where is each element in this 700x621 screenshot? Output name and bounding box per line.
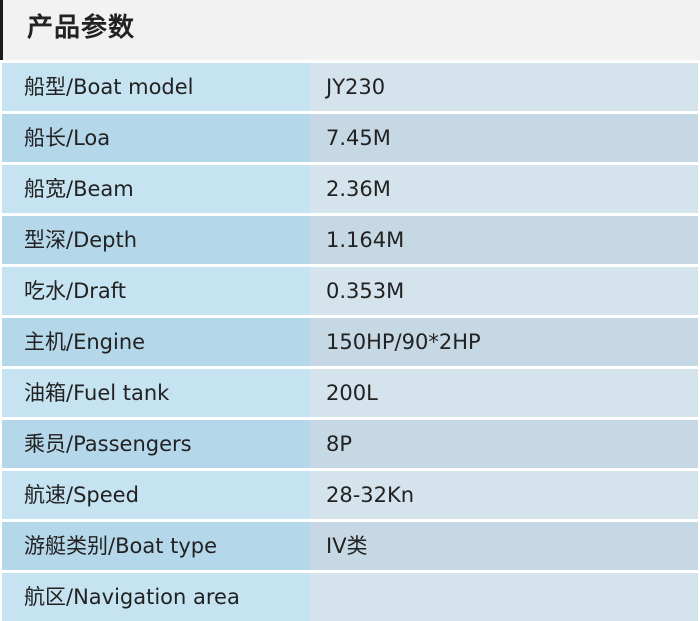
spec-value: 200L — [310, 369, 698, 417]
spec-row-draft: 吃水/Draft 0.353M — [0, 267, 700, 315]
spec-value: 2.36M — [310, 165, 698, 213]
spec-row-boat-type: 游艇类别/Boat type IV类 — [0, 522, 700, 570]
spec-label: 型深/Depth — [2, 216, 310, 264]
spec-label: 船长/Loa — [2, 114, 310, 162]
spec-row-speed: 航速/Speed 28-32Kn — [0, 471, 700, 519]
spec-value: JY230 — [310, 63, 698, 111]
spec-label: 船型/Boat model — [2, 63, 310, 111]
spec-row-fuel-tank: 油箱/Fuel tank 200L — [0, 369, 700, 417]
spec-value: 7.45M — [310, 114, 698, 162]
spec-label: 乘员/Passengers — [2, 420, 310, 468]
spec-value: 150HP/90*2HP — [310, 318, 698, 366]
spec-row-loa: 船长/Loa 7.45M — [0, 114, 700, 162]
spec-row-navigation-area: 航区/Navigation area — [0, 573, 700, 621]
section-header: 产品参数 — [0, 0, 700, 60]
spec-row-boat-model: 船型/Boat model JY230 — [0, 63, 700, 111]
spec-row-passengers: 乘员/Passengers 8P — [0, 420, 700, 468]
spec-label: 主机/Engine — [2, 318, 310, 366]
spec-value: 8P — [310, 420, 698, 468]
spec-value: IV类 — [310, 522, 698, 570]
spec-label: 吃水/Draft — [2, 267, 310, 315]
spec-value: 1.164M — [310, 216, 698, 264]
spec-label: 游艇类别/Boat type — [2, 522, 310, 570]
spec-label: 油箱/Fuel tank — [2, 369, 310, 417]
spec-row-engine: 主机/Engine 150HP/90*2HP — [0, 318, 700, 366]
spec-label: 航速/Speed — [2, 471, 310, 519]
spec-label: 航区/Navigation area — [2, 573, 310, 621]
spec-value — [310, 573, 698, 621]
spec-row-depth: 型深/Depth 1.164M — [0, 216, 700, 264]
spec-value: 28-32Kn — [310, 471, 698, 519]
section-title: 产品参数 — [27, 13, 136, 43]
spec-value: 0.353M — [310, 267, 698, 315]
spec-table: 船型/Boat model JY230 船长/Loa 7.45M 船宽/Beam… — [0, 63, 700, 621]
spec-row-beam: 船宽/Beam 2.36M — [0, 165, 700, 213]
spec-label: 船宽/Beam — [2, 165, 310, 213]
